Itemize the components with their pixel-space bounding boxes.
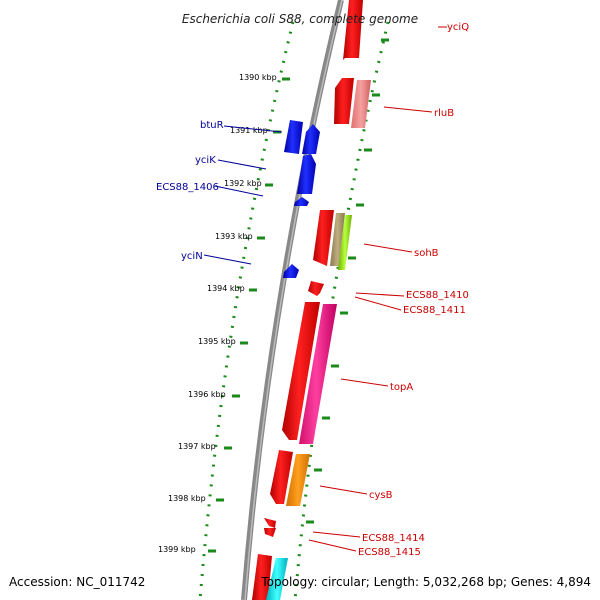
right-tick-marks xyxy=(306,38,389,524)
gene-sohB[interactable] xyxy=(338,215,352,270)
left-dotted-track xyxy=(198,21,295,600)
leader-lines-forward xyxy=(308,26,447,552)
label-topA[interactable]: topA xyxy=(390,382,413,393)
gene-rluB[interactable] xyxy=(351,80,371,128)
gene-btuR[interactable] xyxy=(284,120,303,154)
accession-text: Accession: NC_011742 xyxy=(9,575,145,589)
label-sohB[interactable]: sohB xyxy=(414,248,439,259)
map-title: Escherichia coli S88, complete genome xyxy=(182,12,418,26)
tick-label-1399: 1399 kbp xyxy=(158,545,196,554)
label-yciK[interactable]: yciK xyxy=(195,155,216,166)
gene-topA[interactable] xyxy=(299,304,337,444)
leader-lines-reverse xyxy=(203,125,283,265)
gene-ECS88_1406[interactable] xyxy=(294,197,309,206)
label-rluB[interactable]: rluB xyxy=(434,108,454,119)
right-dotted-track xyxy=(293,21,390,600)
tick-label-1392: 1392 kbp xyxy=(224,179,262,188)
tick-label-1390: 1390 kbp xyxy=(239,73,277,82)
tick-label-1395: 1395 kbp xyxy=(198,337,236,346)
gene-bottom-red[interactable] xyxy=(252,554,272,600)
tick-label-1391: 1391 kbp xyxy=(230,126,268,135)
gene-yciK[interactable] xyxy=(297,154,316,194)
tick-label-1394: 1394 kbp xyxy=(207,284,245,293)
label-yciQ[interactable]: yciQ xyxy=(447,22,469,33)
tick-label-1393: 1393 kbp xyxy=(215,232,253,241)
gene-yciK-upper[interactable] xyxy=(302,124,320,154)
gene-cysB-upstream[interactable] xyxy=(270,450,293,504)
gene-yciQ[interactable] xyxy=(343,0,363,60)
tick-label-1396: 1396 kbp xyxy=(188,390,226,399)
gene-bottom-cyan[interactable] xyxy=(266,558,288,600)
gene-cysB[interactable] xyxy=(286,454,310,506)
gene-ECS88_1414[interactable] xyxy=(264,518,276,528)
tick-label-1397: 1397 kbp xyxy=(178,442,216,451)
gene-ECS88_1410[interactable] xyxy=(308,281,324,296)
genome-backbone-highlight xyxy=(244,0,343,600)
label-cysB[interactable]: cysB xyxy=(369,490,393,501)
label-ECS88_1414[interactable]: ECS88_1414 xyxy=(362,533,425,544)
tick-label-1398: 1398 kbp xyxy=(168,494,206,503)
gene-ECS88_1415[interactable] xyxy=(264,528,276,537)
label-ECS88_1410[interactable]: ECS88_1410 xyxy=(406,290,469,301)
tick-marks xyxy=(208,77,290,553)
gene-yciN[interactable] xyxy=(283,264,299,278)
gene-sohB-upstream[interactable] xyxy=(313,210,334,266)
label-ECS88_1415[interactable]: ECS88_1415 xyxy=(358,547,421,558)
gene-rluB-upstream[interactable] xyxy=(334,78,354,124)
gene-sohB-tan[interactable] xyxy=(330,213,345,266)
gene-topA-red[interactable] xyxy=(282,302,320,440)
topology-text: Topology: circular; Length: 5,032,268 bp… xyxy=(260,575,591,589)
genome-backbone xyxy=(241,0,344,600)
label-yciN[interactable]: yciN xyxy=(181,251,203,262)
label-ECS88_1406[interactable]: ECS88_1406 xyxy=(156,182,219,193)
label-btuR[interactable]: btuR xyxy=(200,120,224,131)
label-ECS88_1411[interactable]: ECS88_1411 xyxy=(403,305,466,316)
